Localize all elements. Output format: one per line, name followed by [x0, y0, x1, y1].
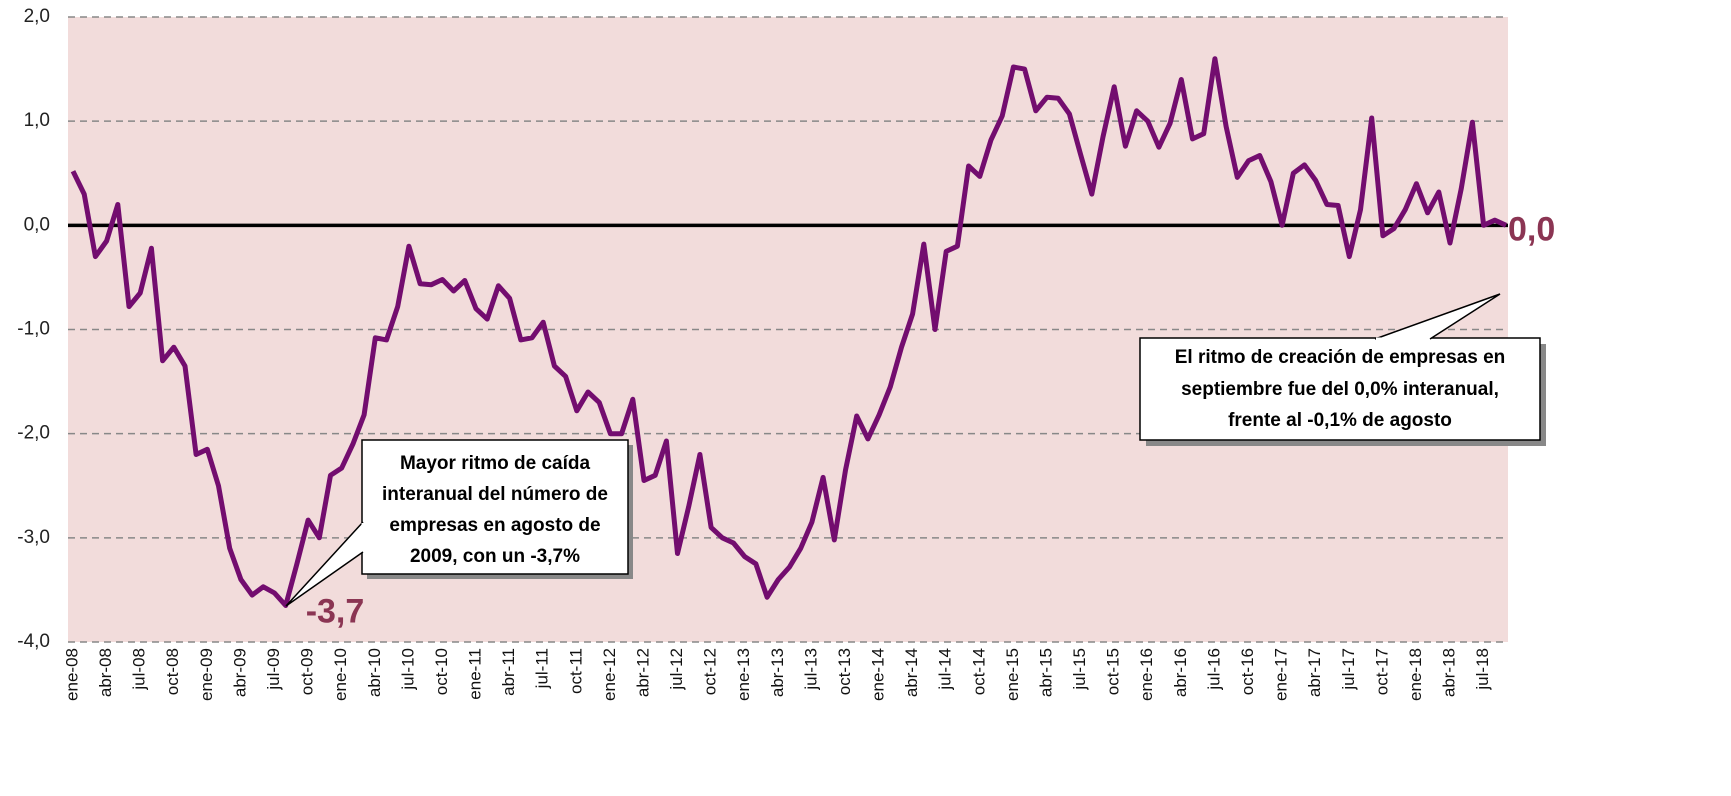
x-tick-label: jul-18 — [1473, 648, 1492, 691]
x-tick-label: abr-16 — [1171, 648, 1190, 697]
x-tick-label: jul-15 — [1070, 648, 1089, 691]
x-tick-label: ene-16 — [1137, 648, 1156, 701]
x-tick-label: jul-10 — [398, 648, 417, 691]
x-tick-label: jul-16 — [1204, 648, 1223, 691]
callout-text: frente al -0,1% de agosto — [1228, 410, 1452, 431]
x-tick-label: oct-15 — [1104, 648, 1123, 695]
callout-pointer — [1374, 293, 1501, 340]
x-tick-label: oct-09 — [298, 648, 317, 695]
x-tick-label: ene-12 — [600, 648, 619, 701]
x-tick-label: ene-14 — [869, 648, 888, 701]
x-tick-label: ene-08 — [62, 648, 81, 701]
series — [68, 56, 1508, 608]
callout-text: empresas en agosto de — [389, 515, 600, 536]
x-tick-label: jul-08 — [130, 648, 149, 691]
x-tick-label: abr-11 — [499, 648, 518, 696]
x-tick-label: abr-14 — [902, 648, 921, 697]
x-tick-label: oct-08 — [163, 648, 182, 695]
x-tick-label: abr-17 — [1305, 648, 1324, 697]
x-tick-label: oct-16 — [1238, 648, 1257, 695]
callout-pointer — [285, 521, 364, 607]
x-tick-label: jul-12 — [667, 648, 686, 691]
callouts: Mayor ritmo de caída interanual del núme… — [285, 293, 1546, 607]
callout-text: 2009, con un -3,7% — [410, 546, 580, 567]
x-tick-label: jul-14 — [936, 648, 955, 691]
x-tick-label: oct-13 — [835, 648, 854, 695]
x-tick-label: ene-13 — [734, 648, 753, 701]
x-tick-label: ene-11 — [466, 648, 485, 700]
callout-text: Mayor ritmo de caída — [400, 453, 590, 474]
x-tick-label: oct-10 — [432, 648, 451, 695]
x-tick-label: ene-17 — [1272, 648, 1291, 701]
x-tick-label: jul-13 — [801, 648, 820, 691]
x-tick-label: abr-10 — [365, 648, 384, 697]
x-tick-label: abr-18 — [1440, 648, 1459, 697]
callout-text: septiembre fue del 0,0% interanual, — [1181, 379, 1499, 400]
callout-text: El ritmo de creación de empresas en — [1175, 347, 1506, 368]
x-tick-label: ene-18 — [1406, 648, 1425, 701]
x-tick-label: oct-17 — [1372, 648, 1391, 695]
value-label: -3,7 — [306, 593, 365, 631]
x-tick-label: jul-17 — [1339, 648, 1358, 691]
x-tick-label: abr-09 — [230, 648, 249, 697]
callout-box — [361, 439, 629, 575]
grid — [68, 16, 1508, 643]
x-tick-label: abr-12 — [633, 648, 652, 697]
y-tick-label: -4,0 — [17, 631, 50, 652]
x-tick-label: abr-08 — [96, 648, 115, 697]
data-line — [70, 56, 1508, 608]
y-tick-label: -3,0 — [17, 527, 50, 548]
callout-text: interanual del número de — [382, 484, 608, 505]
y-tick-label: 1,0 — [24, 110, 50, 131]
value-label: 0,0 — [1508, 210, 1555, 248]
x-tick-label: ene-15 — [1003, 648, 1022, 701]
x-tick-label: jul-11 — [533, 648, 552, 689]
x-tick-label: abr-15 — [1036, 648, 1055, 697]
y-tick-label: 2,0 — [24, 6, 50, 27]
x-tick-label: ene-09 — [197, 648, 216, 701]
x-tick-label: oct-12 — [701, 648, 720, 695]
x-tick-label: ene-10 — [331, 648, 350, 701]
x-tick-label: abr-13 — [768, 648, 787, 697]
x-tick-label: oct-11 — [566, 648, 585, 694]
x-tick-label: jul-09 — [264, 648, 283, 691]
callout-box — [1139, 337, 1541, 441]
y-tick-label: -1,0 — [17, 319, 50, 340]
y-tick-label: -2,0 — [17, 423, 50, 444]
y-tick-label: 0,0 — [24, 214, 50, 235]
x-tick-label: oct-14 — [969, 648, 988, 695]
